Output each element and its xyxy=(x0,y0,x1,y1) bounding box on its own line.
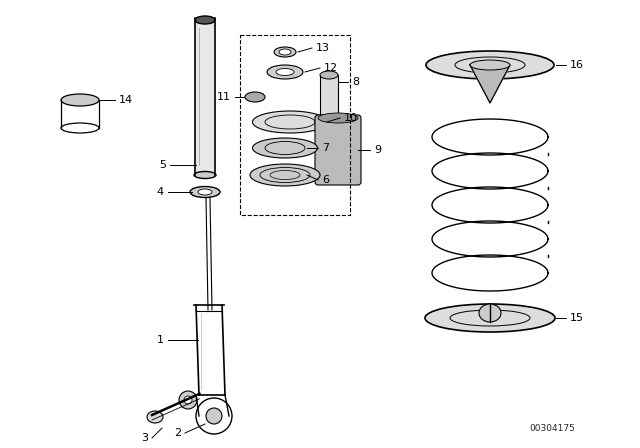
Ellipse shape xyxy=(253,138,317,158)
Ellipse shape xyxy=(61,94,99,106)
Ellipse shape xyxy=(470,60,510,70)
Text: 2: 2 xyxy=(174,428,181,438)
Circle shape xyxy=(184,396,192,404)
Circle shape xyxy=(196,398,232,434)
Ellipse shape xyxy=(267,65,303,79)
Text: 16: 16 xyxy=(570,60,584,70)
Polygon shape xyxy=(470,65,510,103)
Text: 14: 14 xyxy=(119,95,133,105)
Ellipse shape xyxy=(61,123,99,133)
Text: 1: 1 xyxy=(157,335,164,345)
Text: 15: 15 xyxy=(570,313,584,323)
Text: 11: 11 xyxy=(217,92,231,102)
Text: 5: 5 xyxy=(159,160,166,170)
FancyBboxPatch shape xyxy=(315,115,361,185)
Text: 10: 10 xyxy=(344,113,358,123)
Bar xyxy=(320,75,338,120)
Polygon shape xyxy=(195,18,215,175)
Text: 3: 3 xyxy=(141,433,148,443)
Text: 7: 7 xyxy=(322,143,329,153)
Text: 00304175: 00304175 xyxy=(529,423,575,432)
Ellipse shape xyxy=(190,186,220,198)
Ellipse shape xyxy=(194,172,216,178)
Text: 12: 12 xyxy=(324,63,338,73)
Ellipse shape xyxy=(245,92,265,102)
Ellipse shape xyxy=(479,304,501,322)
Ellipse shape xyxy=(320,116,338,124)
Text: 6: 6 xyxy=(322,175,329,185)
Text: 4: 4 xyxy=(157,187,164,197)
Ellipse shape xyxy=(250,164,320,186)
Text: 8: 8 xyxy=(352,77,359,87)
Ellipse shape xyxy=(274,47,296,57)
Ellipse shape xyxy=(425,304,555,332)
Circle shape xyxy=(179,391,197,409)
Ellipse shape xyxy=(276,69,294,76)
Ellipse shape xyxy=(320,71,338,79)
Ellipse shape xyxy=(279,49,291,55)
Ellipse shape xyxy=(426,51,554,79)
Text: 9: 9 xyxy=(374,145,381,155)
Ellipse shape xyxy=(198,189,212,195)
Ellipse shape xyxy=(318,113,358,123)
Ellipse shape xyxy=(147,411,163,423)
Text: 13: 13 xyxy=(316,43,330,53)
Ellipse shape xyxy=(253,111,328,133)
Ellipse shape xyxy=(195,16,215,24)
Circle shape xyxy=(206,408,222,424)
